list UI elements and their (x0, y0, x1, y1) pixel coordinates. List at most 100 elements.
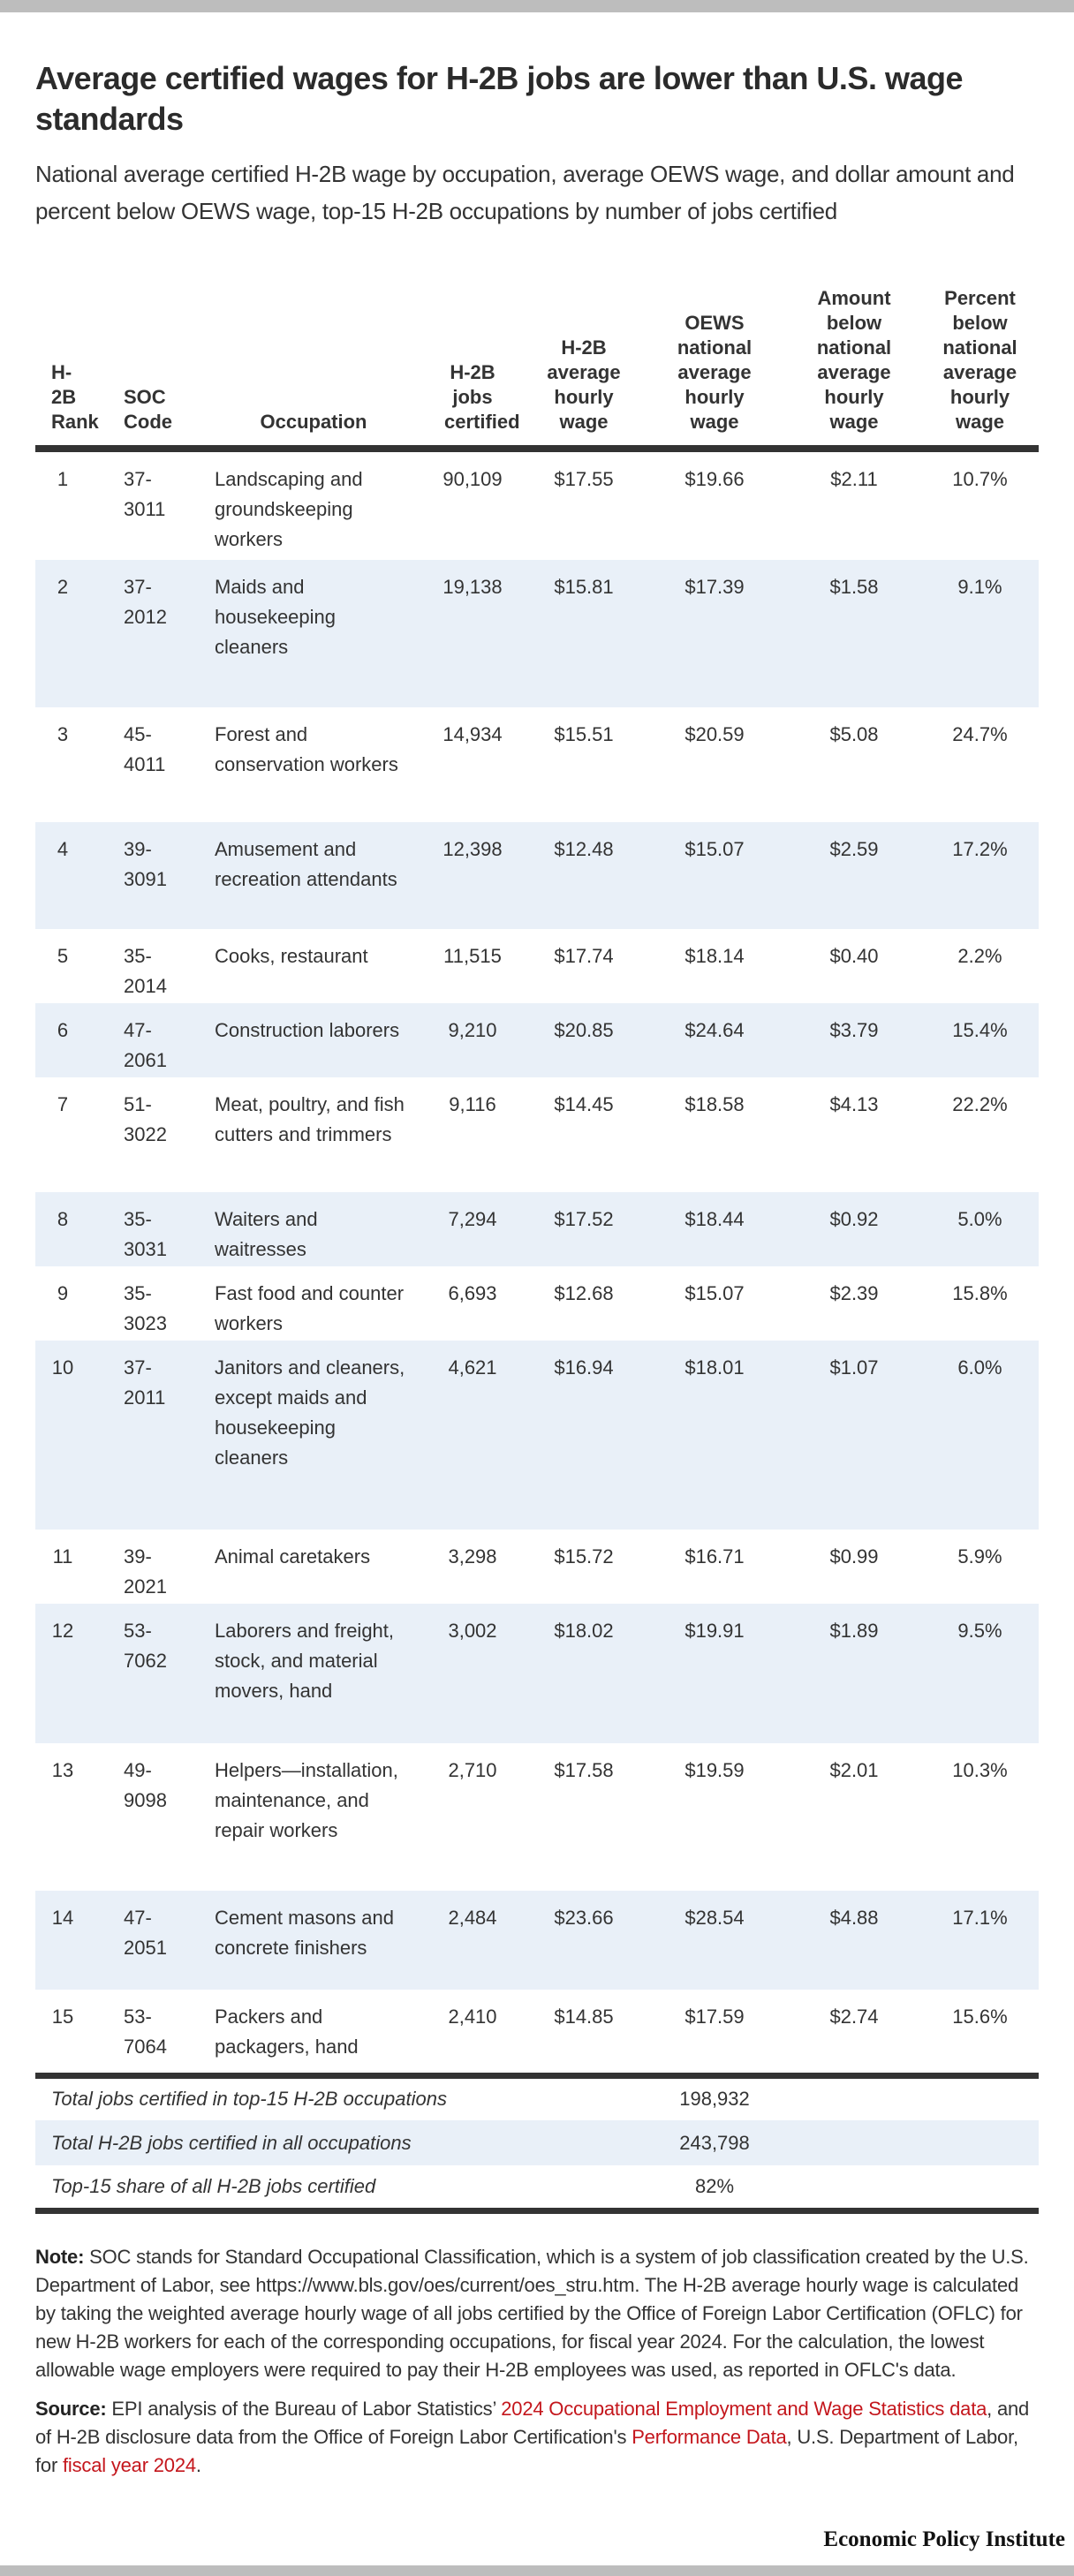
percent-below: 15.8% (952, 1282, 1008, 1304)
amount-below: $0.92 (829, 1208, 879, 1230)
soc-code: 45-4011 (124, 723, 166, 775)
table-body: 1 37-3011 Landscaping and groundskeeping w… (35, 449, 1039, 2075)
header-row: H-2B Rank SOC Code Occupation H-2B jobs … (35, 283, 1039, 449)
oews-wage: $17.39 (684, 576, 745, 598)
occupation: Fast food and counter workers (215, 1282, 405, 1334)
amount-below: $4.88 (829, 1907, 879, 1929)
jobs-certified: 9,210 (448, 1019, 497, 1041)
table-row: 6 47-2061 Construction laborers 9,210 $20.85… (35, 1003, 1039, 1077)
amount-below: $0.99 (829, 1545, 879, 1568)
occupation: Construction laborers (215, 1019, 400, 1041)
percent-below: 10.3% (952, 1759, 1008, 1781)
jobs-certified: 2,410 (448, 2006, 497, 2028)
summary-label: Total jobs certified in top-15 H-2B occu… (51, 2088, 447, 2111)
source-text: EPI analysis of the Bureau of Labor Stat… (106, 2398, 502, 2420)
summary-row: Total jobs certified in top-15 H-2B occu… (35, 2075, 1039, 2120)
table-row: 9 35-3023 Fast food and counter workers 6,6… (35, 1266, 1039, 1341)
occupation: Helpers—installation, maintenance, and r… (215, 1759, 398, 1841)
soc-code: 39-3091 (124, 838, 167, 890)
summary-label: Top-15 share of all H-2B jobs certified (51, 2174, 376, 2197)
header: Average certified wages for H-2B jobs ar… (35, 58, 1039, 230)
rank: 2 (57, 576, 69, 598)
oews-wage: $15.07 (684, 1282, 745, 1304)
oews-wage: $18.58 (684, 1093, 745, 1115)
fiscal-year-link[interactable]: fiscal year 2024 (63, 2454, 196, 2476)
percent-below: 15.4% (952, 1019, 1008, 1041)
h2b-wage: $17.52 (554, 1208, 614, 1230)
table-row: 2 37-2012 Maids and housekeeping cleaners 1… (35, 560, 1039, 707)
percent-below: 24.7% (952, 723, 1008, 745)
jobs-certified: 9,116 (449, 1093, 496, 1115)
h2b-wage: $17.55 (554, 468, 614, 490)
jobs-certified: 14,934 (442, 723, 503, 745)
table-row: 13 49-9098 Helpers—installation, maintenan… (35, 1743, 1039, 1891)
table-row: 15 53-7064 Packers and packagers, hand 2,41… (35, 1990, 1039, 2075)
percent-below: 10.7% (952, 468, 1008, 490)
oews-wage: $18.44 (684, 1208, 745, 1230)
jobs-certified: 3,002 (448, 1620, 497, 1642)
soc-code: 37-3011 (124, 468, 166, 520)
rank: 12 (51, 1620, 74, 1642)
col-rank: H-2B Rank (51, 361, 99, 433)
amount-below: $1.58 (829, 576, 879, 598)
soc-code: 39-2021 (124, 1545, 167, 1598)
h2b-wage: $20.85 (554, 1019, 614, 1041)
col-soc: SOC Code (124, 386, 172, 433)
jobs-certified: 2,710 (448, 1759, 497, 1781)
soc-code: 53-7064 (124, 2006, 167, 2058)
percent-below: 15.6% (952, 2006, 1008, 2028)
h2b-wage: $17.74 (554, 945, 614, 967)
jobs-certified: 2,484 (448, 1907, 497, 1929)
summary-value: 82% (694, 2174, 735, 2197)
summary-value: 198,932 (679, 2088, 750, 2111)
oews-wage: $19.66 (684, 468, 745, 490)
jobs-certified: 6,693 (448, 1282, 497, 1304)
oews-wage: $18.01 (684, 1356, 745, 1379)
note-label: Note: (35, 2246, 85, 2268)
oews-wage: $19.91 (684, 1620, 745, 1642)
table-row: 8 35-3031 Waiters and waitresses 7,294 $17.5… (35, 1192, 1039, 1266)
amount-below: $2.11 (830, 468, 878, 490)
subtitle: National average certified H-2B wage by … (35, 161, 1015, 224)
h2b-wage: $14.85 (554, 2006, 614, 2028)
oews-wage: $16.71 (684, 1545, 745, 1568)
soc-code: 53-7062 (124, 1620, 167, 1672)
source-text: . (195, 2454, 201, 2476)
h2b-wage: $17.58 (554, 1759, 614, 1781)
summary-value: 243,798 (679, 2131, 750, 2154)
source-text: , U.S. Department of Labor, for (35, 2426, 1018, 2476)
percent-below: 22.2% (952, 1093, 1008, 1115)
amount-below: $2.01 (829, 1759, 879, 1781)
amount-below: $2.59 (829, 838, 879, 860)
oews-data-link[interactable]: 2024 Occupational Employment and Wage St… (501, 2398, 987, 2420)
occupation: Janitors and cleaners, except maids and … (215, 1356, 405, 1469)
jobs-certified: 12,398 (442, 838, 503, 860)
percent-below: 6.0% (957, 1356, 1002, 1379)
h2b-wage: $18.02 (554, 1620, 614, 1642)
summary-row: Total H-2B jobs certified in all occupat… (35, 2120, 1039, 2165)
note-text: SOC stands for Standard Occupational Cla… (35, 2246, 1029, 2381)
jobs-certified: 11,515 (443, 945, 502, 967)
table-row: 7 51-3022 Meat, poultry, and fish cutters … (35, 1077, 1039, 1192)
jobs-certified: 4,621 (448, 1356, 497, 1379)
col-percent-below: Percent below national average hourly wa… (942, 287, 1017, 433)
occupation: Cement masons and concrete finishers (215, 1907, 394, 1959)
rank: 6 (57, 1019, 69, 1041)
rank: 1 (57, 468, 69, 490)
performance-data-link[interactable]: Performance Data (632, 2426, 787, 2448)
soc-code: 51-3022 (124, 1093, 167, 1145)
summary-body: Total jobs certified in top-15 H-2B occu… (35, 2075, 1039, 2210)
epi-logo: Economic Policy Institute (823, 2527, 1065, 2551)
jobs-certified: 7,294 (448, 1208, 497, 1230)
col-h2b-wage: H-2B average hourly wage (547, 336, 621, 433)
rank: 14 (51, 1907, 74, 1929)
percent-below: 5.9% (957, 1545, 1002, 1568)
h2b-wage: $23.66 (554, 1907, 614, 1929)
summary-row: Top-15 share of all H-2B jobs certified … (35, 2165, 1039, 2210)
amount-below: $2.39 (829, 1282, 879, 1304)
summary-label: Total H-2B jobs certified in all occupat… (51, 2131, 412, 2154)
col-oews-wage: OEWS national average hourly wage (677, 312, 753, 433)
col-jobs: H-2B jobs certified (444, 361, 520, 433)
source: Source: EPI analysis of the Bureau of La… (35, 2395, 1039, 2480)
percent-below: 9.1% (957, 576, 1002, 598)
